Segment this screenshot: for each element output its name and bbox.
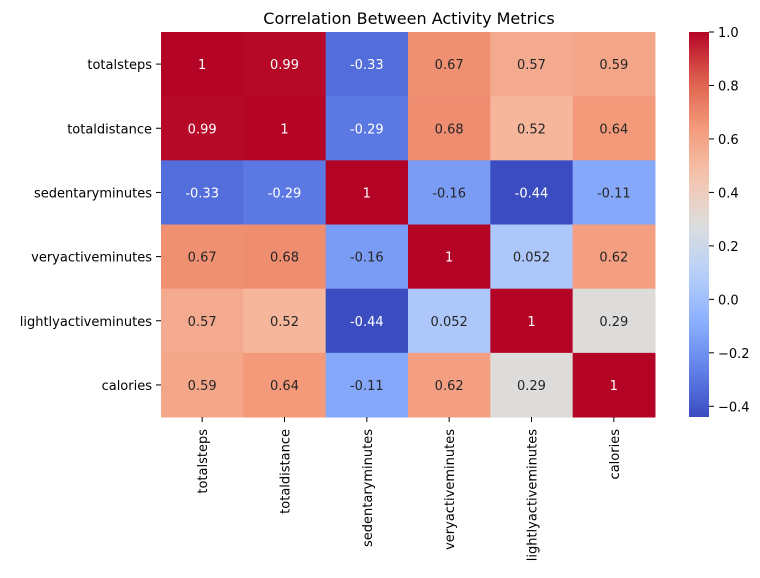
cell-value-label: 0.52 [517,122,546,137]
heatmap-cell [407,96,491,161]
cell-value-label: 0.67 [188,251,217,266]
colorbar: 1.0 0.8 0.6 0.4 0.2 0.0 −0.2 −0.4 [689,26,750,417]
heatmap-cell [572,224,656,290]
cell-value-label: 0.62 [435,379,464,394]
colorbar-tick-label: 0.0 [718,293,739,308]
heatmap-cell [243,288,327,354]
y-tick-label: totaldistance [67,122,152,137]
colorbar-tick-label: 0.2 [718,240,739,255]
heatmap-cell [407,288,491,354]
heatmap-cell [161,288,244,354]
y-tick-label: sedentaryminutes [34,186,152,201]
heatmap-cell [572,288,656,354]
cell-value-label: 0.64 [599,122,628,137]
cell-value-label: 0.57 [188,315,217,330]
y-axis-tick-labels: totalsteps totaldistance sedentaryminutes v… [20,58,161,394]
colorbar-tick-label: 0.6 [718,133,739,148]
heatmap-cell [243,32,327,97]
cell-value-label: -0.44 [515,186,549,201]
cell-value-label: -0.11 [597,186,631,201]
heatmap-cell [572,96,656,161]
x-tick-label: totalsteps [196,429,211,494]
cell-value-label: -0.33 [350,58,384,73]
cell-value-label: -0.33 [185,186,219,201]
cell-value-label: 1 [445,251,453,266]
colorbar-tick-label: 0.8 [718,79,739,94]
cell-value-label: 0.99 [270,58,299,73]
cell-value-label: 0.59 [599,58,628,73]
heatmap-cell [243,160,327,226]
x-tick-label: lightlyactiveminutes [525,429,540,561]
cell-value-label: -0.44 [350,315,384,330]
heatmap-cell [161,352,244,418]
y-tick-label: lightlyactiveminutes [20,315,152,330]
cell-value-label: 1 [280,122,288,137]
heatmap-cell [407,224,491,290]
heatmap-cell [490,288,574,354]
heatmap-cell [325,160,409,226]
heatmap-cell [325,32,409,97]
cell-value-label: 0.68 [270,251,299,266]
x-tick-label: sedentaryminutes [361,429,376,547]
cell-value-label: 0.29 [517,379,546,394]
colorbar-tick-label: −0.2 [718,347,750,362]
x-tick-label: calories [608,429,623,480]
heatmap-cell [407,352,491,418]
colorbar-gradient [689,32,709,417]
heatmap-cell [161,32,244,97]
cell-value-label: 0.52 [270,315,299,330]
cell-value-label: 0.64 [270,379,299,394]
cell-value-label: 0.99 [188,122,217,137]
heatmap-cell [490,160,574,226]
cell-value-label: 1 [198,58,206,73]
heatmap-cell [407,32,491,97]
heatmap-cell [572,32,656,97]
heatmap-cell [490,32,574,97]
x-tick-label: veryactiveminutes [443,429,458,550]
y-tick-label: veryactiveminutes [31,251,152,266]
heatmap-cell [325,224,409,290]
cell-value-label: -0.29 [268,186,302,201]
heatmap-cell [161,96,244,161]
cell-value-label: 1 [363,186,371,201]
cell-value-label: -0.16 [350,251,384,266]
heatmap-cell [325,288,409,354]
cell-value-label: 0.57 [517,58,546,73]
heatmap-cells: 1 0.99 -0.33 0.67 0.57 0.59 0.99 1 -0.29 0.68 0.52… [161,32,656,418]
heatmap-cell [572,352,656,418]
cell-value-label: 1 [527,315,535,330]
heatmap-cell [243,352,327,418]
heatmap-cell [243,224,327,290]
heatmap-cell [490,352,574,418]
cell-value-label: -0.29 [350,122,384,137]
heatmap-cell [161,224,244,290]
cell-value-label: 0.67 [435,58,464,73]
cell-value-label: 0.59 [188,379,217,394]
x-axis-tick-labels: totalsteps totaldistance sedentaryminutes v… [196,417,623,561]
cell-value-label: 0.052 [513,251,550,266]
heatmap-cell [161,160,244,226]
cell-value-label: 0.052 [431,315,468,330]
heatmap-cell [407,160,491,226]
heatmap-cell [572,160,656,226]
colorbar-tick-label: −0.4 [718,400,750,415]
heatmap-cell [490,96,574,161]
cell-value-label: -0.11 [350,379,384,394]
heatmap-cell [490,224,574,290]
heatmap-cell [243,96,327,161]
colorbar-tick-label: 0.4 [718,186,739,201]
chart-title: Correlation Between Activity Metrics [263,9,554,28]
y-tick-label: totalsteps [87,58,152,73]
cell-value-label: 1 [610,379,618,394]
y-tick-label: calories [102,379,153,394]
heatmap-cell [325,96,409,161]
cell-value-label: -0.16 [432,186,466,201]
cell-value-label: 0.68 [435,122,464,137]
cell-value-label: 0.62 [599,251,628,266]
x-tick-label: totaldistance [279,429,294,514]
cell-value-label: 0.29 [599,315,628,330]
colorbar-tick-label: 1.0 [718,26,739,41]
heatmap-cell [325,352,409,418]
